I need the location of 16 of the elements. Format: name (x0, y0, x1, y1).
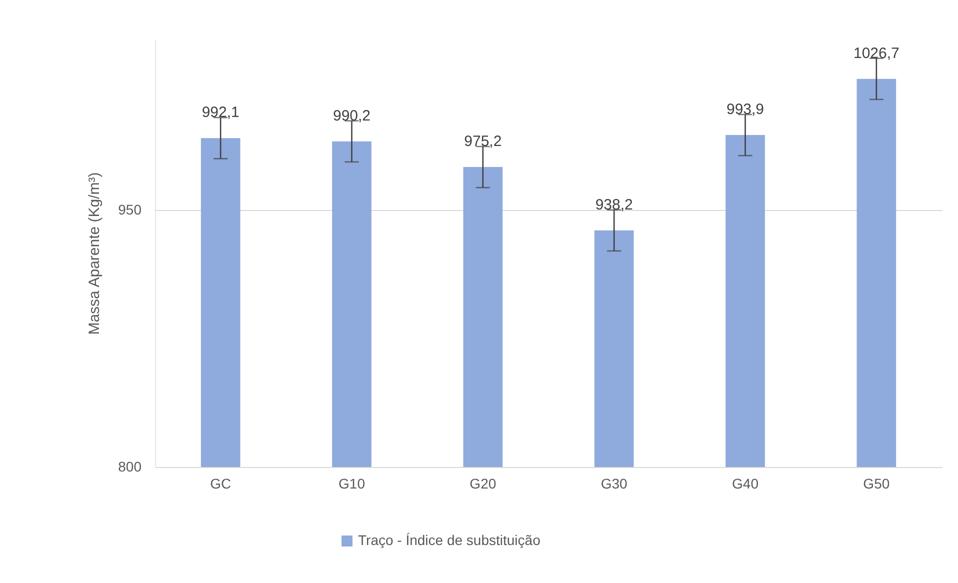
x-tick-label: G20 (470, 476, 496, 492)
data-label: 975,2 (464, 133, 502, 150)
x-tick-label: G50 (863, 476, 890, 492)
legend-label: Traço - Índice de substituição (358, 532, 541, 548)
x-tick-label: G30 (600, 476, 628, 492)
x-tick-label: G40 (732, 476, 759, 492)
data-label: 990,2 (332, 107, 371, 124)
y-tick-label: 950 (118, 202, 142, 218)
data-label: 992,1 (202, 104, 240, 122)
x-tick-label: G10 (338, 476, 366, 492)
y-axis-title: Massa Aparente (Kg/m³) (86, 172, 104, 335)
data-label: 938,2 (595, 196, 633, 214)
y-tick-label: 800 (118, 458, 142, 474)
data-label: 993,9 (726, 101, 764, 118)
data-label: 1026,7 (853, 44, 900, 62)
x-tick-label: GC (210, 476, 232, 492)
